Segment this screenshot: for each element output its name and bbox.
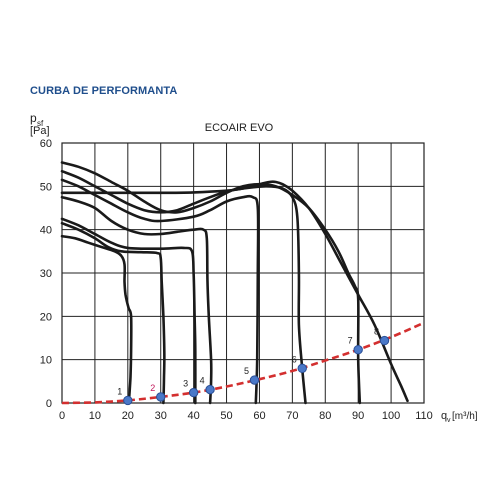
x-axis-label: q (441, 410, 447, 422)
x-tick-label: 110 (415, 410, 433, 422)
x-tick-label: 0 (59, 410, 65, 422)
operating-point-2 (156, 392, 166, 402)
fan-curve-4 (60, 195, 213, 405)
x-axis-label-sub: v (447, 417, 451, 424)
operating-point-3 (188, 387, 199, 398)
plot-frame (61, 142, 425, 404)
operating-point-label-4: 4 (200, 376, 205, 386)
fan-curve-7 (60, 161, 362, 405)
operating-point-1 (123, 395, 133, 406)
labels: ECOAIR EVO 1 2 3 4 5 6 7 8 (117, 122, 379, 396)
fan-curve-2 (60, 221, 166, 405)
x-tick-label: 40 (188, 410, 200, 422)
operating-point-4 (205, 384, 215, 395)
y-tick-label: 20 (40, 311, 52, 323)
fan-curve-5 (60, 178, 260, 405)
operating-point-label-3: 3 (183, 379, 188, 389)
chart-heading: CURBA DE PERFORMANTA (30, 85, 178, 97)
fan-curves (60, 161, 409, 405)
operating-point-7 (353, 345, 363, 355)
x-axis-unit: [m³/h] (452, 411, 478, 422)
x-tick-label: 20 (122, 410, 134, 422)
x-tick-label: 70 (286, 410, 298, 422)
x-tick-label: 90 (352, 410, 364, 422)
operating-point-label-1: 1 (117, 386, 122, 396)
operating-point-6 (297, 363, 307, 374)
system-curve (61, 321, 425, 405)
axes: 0 10 20 30 40 50 60 70 80 90 100 110 0 10 20 30 40 50 60 p s… (30, 111, 478, 424)
fan-curve-8 (60, 180, 409, 403)
chart-title: ECOAIR EVO (205, 122, 274, 134)
y-tick-label: 50 (40, 181, 52, 193)
operating-point-8 (379, 335, 390, 346)
y-tick-label: 40 (40, 225, 52, 237)
operating-points (123, 335, 390, 406)
operating-point-label-7: 7 (348, 336, 353, 346)
y-tick-label: 10 (40, 355, 52, 367)
operating-point-label-2: 2 (150, 383, 155, 393)
x-tick-label: 30 (155, 410, 167, 422)
x-tick-label: 60 (253, 410, 265, 422)
y-tick-label: 60 (40, 138, 52, 150)
fan-curve-1 (60, 234, 133, 405)
y-tick-label: 30 (40, 268, 52, 280)
grid (62, 143, 424, 403)
y-axis-label-sub: sf (37, 119, 44, 128)
fan-curve-6 (60, 169, 307, 405)
system-curve-layer (61, 321, 425, 405)
operating-point-label-6: 6 (292, 354, 297, 364)
x-tick-label: 50 (220, 410, 232, 422)
y-tick-label: 0 (46, 398, 52, 410)
x-tick-label: 10 (89, 410, 101, 422)
operating-point-label-8: 8 (374, 327, 379, 337)
x-tick-label: 100 (382, 410, 400, 422)
fan-curve-3 (60, 217, 197, 405)
y-axis-unit: [Pa] (30, 125, 50, 137)
x-tick-label: 80 (319, 410, 331, 422)
y-axis-label: p (30, 111, 37, 125)
operating-point-label-5: 5 (244, 366, 249, 376)
operating-point-5 (249, 375, 260, 385)
